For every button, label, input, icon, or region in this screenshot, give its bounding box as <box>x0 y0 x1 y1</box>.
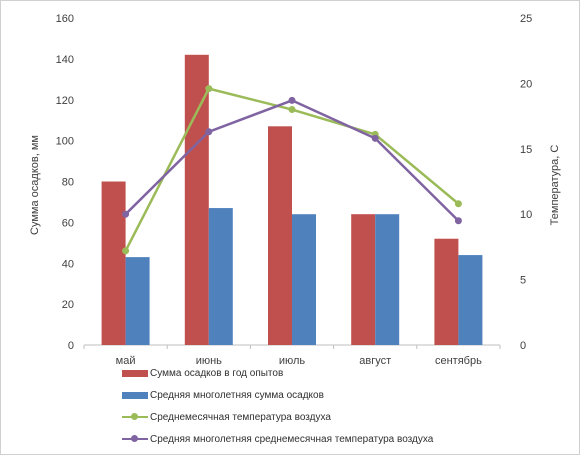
y-right-tick-label: 0 <box>520 340 526 352</box>
y-left-tick-label: 60 <box>62 217 74 229</box>
bar <box>292 214 316 345</box>
data-point <box>122 247 130 255</box>
y-left-tick-label: 20 <box>62 299 74 311</box>
data-point <box>205 85 213 93</box>
x-tick-label: май <box>116 355 136 367</box>
legend-item: Среднемесячная температура воздуха <box>122 406 542 428</box>
bar <box>458 255 483 345</box>
legend-item: Средняя многолетняя сумма осадков <box>122 384 542 406</box>
legend: Сумма осадков в год опытов Средняя много… <box>122 362 542 450</box>
data-point <box>288 96 296 104</box>
x-tick-label: сентябрь <box>435 355 482 367</box>
legend-item: Сумма осадков в год опытов <box>122 362 542 384</box>
y-left-tick-label: 160 <box>56 13 74 25</box>
axis-labels: Сумма осадков, мм Температура, С <box>29 135 561 235</box>
axes: 0 20 40 60 80 100 120 140 160 0 5 10 15 20 25 май июнь ию… <box>56 13 533 367</box>
data-point <box>454 217 462 225</box>
legend-swatch-bar-icon <box>122 391 148 399</box>
y-left-tick-label: 120 <box>56 95 74 107</box>
legend-label: Средняя многолетняя среднемесячная темпе… <box>150 433 434 445</box>
data-point <box>122 210 130 218</box>
y-right-tick-label: 15 <box>520 144 532 156</box>
y-left-tick-label: 100 <box>56 136 74 148</box>
bar <box>434 238 459 345</box>
x-tick-label: август <box>359 355 391 367</box>
bar <box>184 54 209 345</box>
data-point <box>288 106 296 114</box>
y-right-tick-label: 10 <box>520 209 532 221</box>
x-tick-label: июль <box>279 355 306 367</box>
y-left-tick-label: 140 <box>56 54 74 66</box>
legend-swatch-bar-icon <box>122 369 148 377</box>
y-left-tick-label: 40 <box>62 258 74 270</box>
data-point <box>371 134 379 142</box>
legend-label: Средняя многолетняя сумма осадков <box>150 389 324 401</box>
y-right-tick-label: 25 <box>520 13 532 25</box>
data-point <box>454 200 462 208</box>
legend-swatch-line-icon <box>122 434 148 444</box>
bar <box>268 126 292 345</box>
x-tick-label: июнь <box>196 355 222 367</box>
y-axis-left-title: Сумма осадков, мм <box>29 135 41 235</box>
y-left-tick-label: 80 <box>62 177 74 189</box>
y-left-tick-label: 0 <box>68 340 74 352</box>
bar <box>375 214 400 345</box>
bar <box>208 208 233 345</box>
legend-label: Сумма осадков в год опытов <box>150 367 284 379</box>
bar-series <box>101 54 483 345</box>
legend-swatch-line-icon <box>122 412 148 422</box>
y-right-tick-label: 20 <box>520 78 532 90</box>
bar <box>101 181 126 345</box>
bar <box>351 214 376 345</box>
y-right-tick-label: 5 <box>520 275 526 287</box>
bar <box>125 257 150 345</box>
data-point <box>205 128 213 136</box>
legend-item: Средняя многолетняя среднемесячная темпе… <box>122 428 542 450</box>
y-axis-right-title: Температура, С <box>549 145 561 226</box>
line-series <box>122 85 462 255</box>
legend-label: Среднемесячная температура воздуха <box>150 411 331 423</box>
